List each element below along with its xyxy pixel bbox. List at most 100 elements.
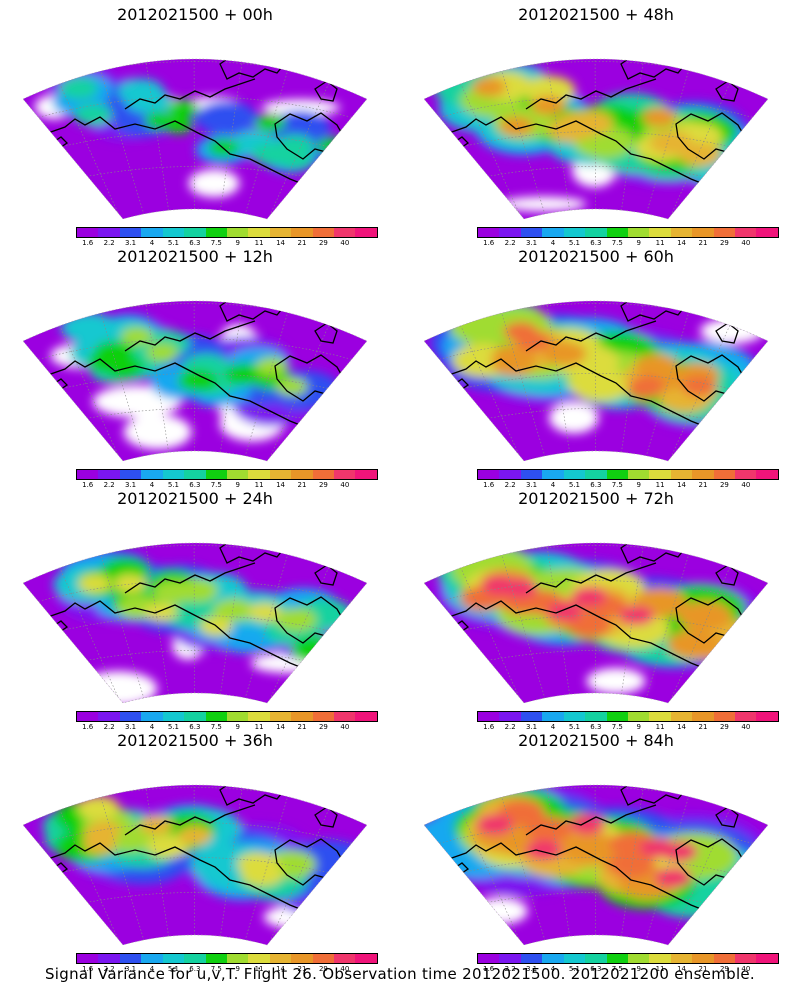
colorbar-swatch [606,470,628,479]
colorbar-tick-label: 9 [636,723,641,731]
colorbar-swatch [585,954,607,963]
colorbar-tick-label: 9 [235,965,240,973]
colorbar-swatch [520,470,543,479]
colorbar-swatch [692,228,714,237]
colorbar-swatch [713,954,736,963]
colorbar-swatch [205,954,227,963]
colorbar-tick-label: 14 [276,481,286,489]
colorbar-swatch [542,228,564,237]
colorbar-tick-label: 29 [719,723,729,731]
colorbar-swatch [713,470,736,479]
colorbar-swatch [355,954,377,963]
colorbar-tick-label: 1.6 [82,239,94,247]
colorbar-swatch [520,954,543,963]
colorbar-swatch [649,954,671,963]
colorbar-tick-label: 6.3 [189,723,201,731]
colorbar-swatch [692,470,714,479]
colorbar-tick-label: 1.6 [483,239,495,247]
colorbar-swatch [670,228,693,237]
colorbar-swatch [585,470,607,479]
colorbar-swatch [269,954,292,963]
colorbar-swatch [735,712,757,721]
colorbar-tick-label: 21 [698,239,708,247]
colorbar-tick-label: 5.1 [568,965,580,973]
colorbar-tick-label: 7.5 [611,723,623,731]
colorbar-tick-label: 1.6 [483,481,495,489]
variance-map [22,300,368,462]
forecast-panel-p24: 2012021500 + 24h 1.6 2.2 3.1 4 5.1 6.3 7.5 9 11 14… [15,489,378,734]
colorbar-swatch [563,712,586,721]
colorbar-tick-label: 5.1 [167,723,179,731]
colorbar-swatch [77,228,99,237]
colorbar-tick-label: 4 [550,239,556,247]
colorbar-tick-label: 3.1 [124,481,137,489]
colorbar-tick-label: 14 [677,239,687,247]
variance-field [23,59,367,219]
colorbar-tick-label: 5.1 [167,481,179,489]
variance-field [23,301,367,461]
variance-field [23,543,367,703]
colorbar-tick-label: 29 [318,965,328,973]
colorbar-tick-label: 3.1 [525,481,538,489]
colorbar-swatch [77,954,99,963]
colorbar-swatch [141,712,163,721]
colorbar-swatch [735,228,757,237]
colorbar-swatch [119,954,142,963]
colorbar-tick-label: 4 [149,965,155,973]
colorbar-swatch [184,954,206,963]
colorbar-swatch [756,712,778,721]
colorbar-tick-label: 1.6 [82,723,94,731]
colorbar-tick-label: 29 [719,481,729,489]
colorbar-tick-label: 2.2 [504,481,516,489]
colorbar-swatch [119,228,142,237]
colorbar-swatch [499,470,521,479]
panel-title: 2012021500 + 60h [518,247,674,266]
colorbar-swatch [563,228,586,237]
colorbar-tick-label: 2.2 [103,723,115,731]
colorbar-tick-label: 21 [297,239,307,247]
colorbar-tick-label: 6.3 [189,965,201,973]
colorbar-tick-label: 21 [297,481,307,489]
colorbar-swatch [627,470,650,479]
colorbar-swatch [226,954,249,963]
colorbar-swatch [312,228,335,237]
colorbar-swatch [226,228,249,237]
variance-map [22,542,368,704]
colorbar-tick-label: 1.6 [82,481,94,489]
colorbar-swatch [520,712,543,721]
colorbar-tick-label: 14 [677,481,687,489]
colorbar-tick-label: 11 [655,723,665,731]
colorbar-tick-label: 7.5 [210,723,222,731]
colorbar-swatch [563,954,586,963]
colorbar-labels: 1.6 2.2 3.1 4 5.1 6.3 7.5 9 11 14 21 29 40 [478,239,778,249]
colorbar-swatch [248,954,270,963]
colorbar-tick-label: 1.6 [82,965,94,973]
colorbar-tick-label: 9 [636,239,641,247]
colorbar-tick-label: 3.1 [525,965,538,973]
colorbar-swatch [226,712,249,721]
colorbar-labels: 1.6 2.2 3.1 4 5.1 6.3 7.5 9 11 14 21 29 40 [77,723,377,733]
figure-caption: Signal Variance for u,v,T. Flight 26. Ob… [44,965,756,983]
colorbar-tick-label: 11 [655,239,665,247]
colorbar-swatch [269,470,292,479]
colorbar-swatch [162,228,185,237]
colorbar-tick-label: 6.3 [590,723,602,731]
colorbar-tick-label: 2.2 [504,965,516,973]
colorbar [477,711,779,722]
colorbar-tick-label: 3.1 [525,723,538,731]
colorbar-tick-label: 7.5 [611,481,623,489]
colorbar-tick-label: 11 [254,723,264,731]
variance-field [424,301,768,461]
colorbar-tick-label: 11 [655,965,665,973]
colorbar-swatch [141,470,163,479]
colorbar-swatch [291,954,313,963]
colorbar-swatch [184,470,206,479]
colorbar-tick-label: 1.6 [483,723,495,731]
forecast-panel-p84: 2012021500 + 84h 1.6 2.2 3.1 4 5.1 6.3 7.5 9 11 14… [416,731,779,976]
colorbar-tick-label: 11 [655,481,665,489]
colorbar-swatch [141,954,163,963]
variance-map [423,300,769,462]
colorbar-tick-label: 29 [318,723,328,731]
colorbar-tick-label: 4 [550,723,556,731]
colorbar-swatch [162,470,185,479]
